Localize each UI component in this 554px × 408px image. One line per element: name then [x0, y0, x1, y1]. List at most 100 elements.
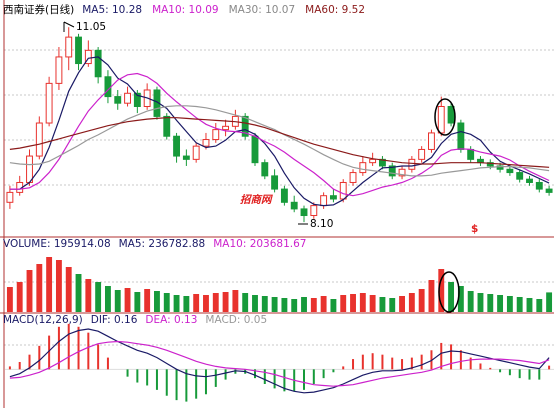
candle-body: [359, 162, 367, 174]
volume-bar: [242, 293, 249, 312]
highlight-circle: [438, 271, 460, 313]
candle-body: [428, 132, 435, 150]
candle-body: [75, 36, 82, 65]
volume-bar: [271, 297, 278, 312]
volume-bar: [261, 296, 268, 312]
legend-entry: DIF: 0.16: [91, 314, 138, 326]
plot-layer: [5, 27, 554, 402]
candle-body: [192, 145, 200, 160]
legend-entry: MA5: 236782.88: [119, 238, 206, 250]
legend-entry: MA60: 9.52: [305, 4, 365, 16]
candle-body: [506, 168, 514, 174]
volume-bar: [163, 293, 170, 312]
volume-bar: [222, 292, 229, 312]
candle-body: [467, 148, 475, 160]
candle-body: [173, 135, 181, 157]
candle-body: [486, 162, 494, 167]
candle-body: [35, 122, 43, 157]
candle-body: [104, 76, 112, 98]
volume-bar: [340, 295, 347, 312]
volume-bar: [487, 294, 494, 312]
volume-bar: [428, 280, 435, 312]
candle-body: [526, 178, 533, 183]
volume-bar: [144, 289, 151, 312]
volume-bar: [183, 296, 190, 312]
volume-bar: [75, 274, 82, 312]
chart-title: 西南证券(日线): [3, 3, 74, 16]
volume-bar: [516, 297, 523, 312]
legend-entry: MACD: 0.05: [205, 314, 267, 326]
watermark: 招商网: [240, 193, 273, 206]
volume-bar: [477, 293, 484, 312]
marker: $: [471, 223, 478, 235]
highlight-circle: [434, 98, 456, 136]
candle-body: [398, 168, 406, 177]
candle-body: [124, 92, 131, 104]
candle-body: [457, 122, 465, 150]
candle-body: [45, 82, 53, 124]
macd-line: [9, 328, 550, 394]
volume-bar: [212, 293, 219, 312]
volume-bar: [36, 264, 43, 312]
volume-bar: [203, 295, 209, 312]
candle-body: [202, 139, 210, 147]
volume-bar: [546, 292, 553, 312]
candle-body: [320, 195, 328, 207]
ma-line: [9, 72, 550, 197]
high-arrow: [63, 21, 75, 32]
volume-bar: [457, 286, 464, 312]
candle-body: [378, 158, 386, 167]
candle-body: [163, 115, 171, 137]
volume-bar: [85, 279, 92, 312]
volume-bar: [536, 299, 543, 312]
legend-entry: MA10: 10.09: [152, 4, 219, 16]
candle-body: [535, 181, 543, 190]
legend-entry: MACD(12,26,9): [3, 314, 83, 326]
volume-bar: [232, 290, 239, 312]
ma-line: [9, 56, 550, 207]
volume-bar: [193, 294, 200, 312]
volume-bar: [330, 299, 337, 312]
volume-bar: [281, 298, 288, 312]
volume-bar: [320, 296, 327, 312]
volume-bar: [438, 269, 445, 312]
candle-body: [339, 181, 347, 200]
volume-bar: [369, 295, 376, 312]
candle-body: [94, 49, 102, 78]
volume-bar: [104, 286, 111, 312]
candle-body: [388, 165, 396, 177]
candle-body: [418, 148, 426, 160]
candle-body: [300, 208, 308, 217]
candle-body: [182, 155, 190, 160]
candle-body: [290, 201, 298, 210]
candle-body: [222, 125, 230, 131]
legend-entry: MA10: 203681.67: [213, 238, 306, 250]
volume-bar: [134, 292, 141, 312]
volume-bar: [448, 282, 455, 312]
candle-body: [55, 56, 63, 84]
candle-body: [84, 49, 92, 65]
legend-entry: VOLUME: 195914.08: [3, 238, 111, 250]
volume-bar: [124, 288, 131, 312]
volume-bar: [154, 291, 160, 312]
candle-body: [280, 188, 288, 203]
volume-bar: [310, 298, 317, 312]
volume-bar: [399, 296, 405, 312]
volume-bar: [418, 289, 425, 312]
macd-line: [9, 340, 550, 387]
volume-bar: [6, 287, 13, 312]
candle-body: [369, 158, 377, 164]
volume-bar: [16, 282, 23, 312]
volume-bar: [350, 294, 356, 312]
candle-body: [496, 165, 504, 170]
volume-bar: [379, 297, 386, 312]
candle-body: [261, 162, 269, 177]
candle-body: [349, 172, 357, 183]
volume-bar: [291, 299, 298, 312]
volume-bar: [497, 295, 504, 312]
candle-body: [251, 135, 259, 164]
legend-entry: MA5: 10.28: [82, 4, 142, 16]
ma-line: [9, 117, 550, 168]
